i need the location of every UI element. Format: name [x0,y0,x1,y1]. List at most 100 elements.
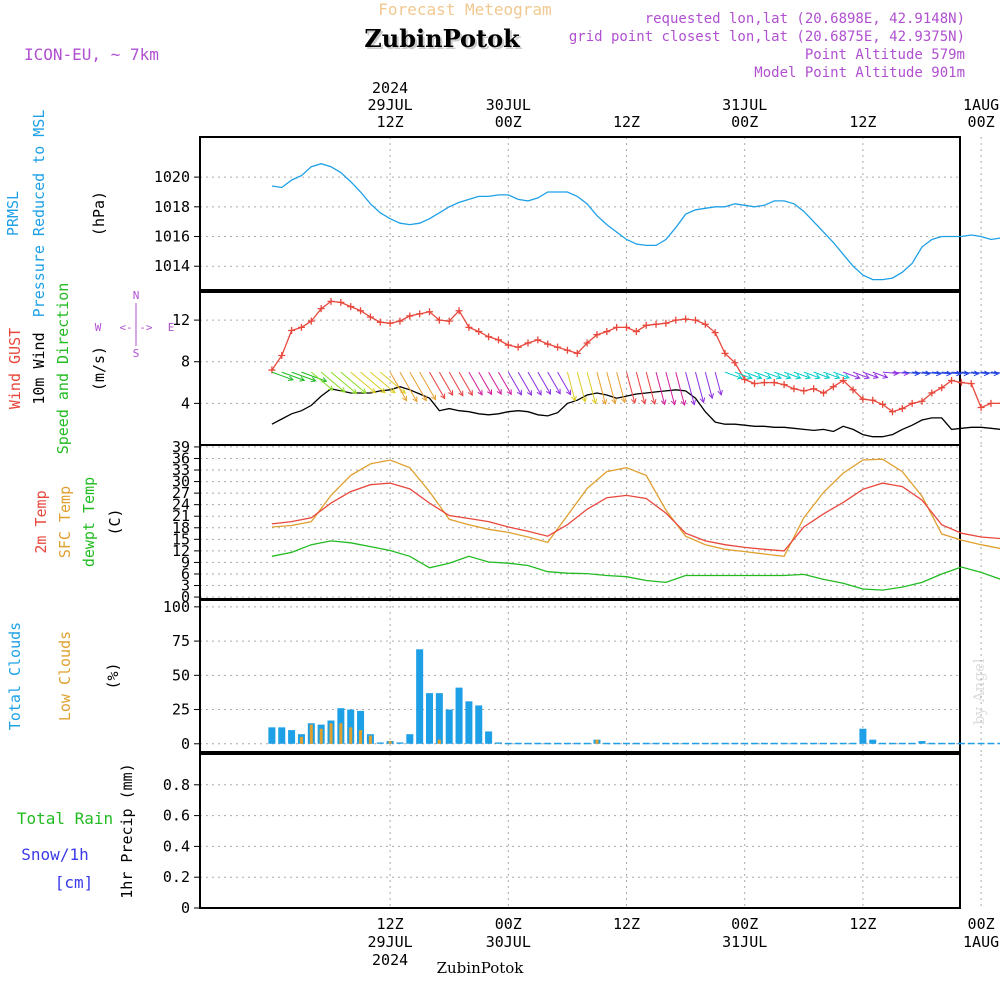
wind-arrow-head [925,370,931,377]
gust-point [366,313,374,321]
y-tick-label: 1020 [154,168,190,186]
gust-point [849,386,857,394]
wind-arrow [665,372,676,405]
wind-arrow-head [360,388,367,394]
wind-arrow [734,371,752,379]
wind-arrow [586,372,596,404]
pressure-line [271,163,1000,281]
wind-arrow-head [963,370,970,377]
total-cloud-bar [524,742,532,745]
precip-axis-label: 1hr Precip (mm) [118,763,136,898]
y-tick-label: 0 [181,588,190,606]
pressure-frame [199,136,961,291]
total-cloud-bar [435,693,443,744]
wind-arrow-head [785,374,792,380]
wind-arrow-head [993,370,1000,377]
wind-arrow-head [536,389,542,396]
gust-point [928,389,936,397]
total-cloud-bar [682,742,690,745]
total-cloud-bar [948,742,956,745]
wind-arrow-head [327,385,334,391]
wind-arrow [488,371,502,395]
gust-point [908,399,916,407]
wind-arrow [291,371,316,382]
snow-unit-label: [cm] [55,873,94,892]
requested-coords: requested lon,lat (20.6898E, 42.9148N) [645,11,965,27]
total-cloud-bar [357,710,365,744]
total-cloud-bar [879,742,887,745]
total-cloud-bar [790,742,798,745]
total-cloud-bar [957,742,965,745]
wind-arrow [912,371,930,375]
wind-arrow-head [506,389,512,396]
wind-arrow-head [496,389,502,395]
total-cloud-bar [751,742,759,745]
top-time-label: 12Z [849,113,876,131]
wind-arrow [527,371,542,396]
y-tick-label: 0 [181,899,190,917]
top-time-label: 31JUL [722,96,767,114]
wind-arrow-head [893,370,900,376]
wind-arrow [764,371,782,379]
total-cloud-bar [918,741,926,744]
gust-point [613,323,621,331]
wind-arrow [724,371,743,379]
y-tick-label: 12 [172,311,190,329]
wind-arrow-head [708,393,714,400]
bottom-time-label: 12Z [849,915,876,933]
wind-arrow-head [670,399,677,406]
gust-point [514,343,522,351]
wind-axis-label: Speed and Direction [54,283,72,455]
bottom-time-label: 00Z [968,915,995,933]
total-cloud-bar [898,742,906,745]
total-cloud-bar [721,742,729,745]
total-cloud-bar [662,742,670,745]
top-time-label: 2024 [372,79,408,97]
wind-arrow-head [611,398,617,405]
wind-arrow-head [699,397,706,404]
total-cloud-bar [691,742,699,745]
wind-arrow [635,372,646,404]
gust-point [416,310,424,318]
total-cloud-bar [445,709,453,744]
total-cloud-bar [583,742,591,745]
pressure-axis-label: (hPa) [90,191,108,236]
total-cloud-bar [544,742,552,745]
compass-west: W [95,321,102,334]
wind-arrow [330,371,357,394]
total-cloud-bar [810,742,818,745]
total-cloud-bar [780,742,788,745]
wind-arrow [833,371,850,379]
gust-point [544,340,552,348]
gust-point [721,349,729,357]
wind-arrow-head [864,373,871,380]
total-cloud-bar [849,742,857,745]
temp-axis-label: (C) [106,508,124,535]
total-cloud-bar [494,742,502,744]
gust-point [967,380,975,388]
wind-arrow [438,371,454,396]
gust-point [357,307,365,315]
wind-arrow [793,371,811,379]
wind-arrow-head [467,390,473,397]
gust-point [317,305,325,313]
wind-arrow [685,372,695,405]
gust-point [426,308,434,316]
wind-arrow-head [882,373,889,379]
gust-point [918,397,926,405]
wind-arrow-head [421,395,427,402]
y-tick-label: 33 [172,461,190,479]
wind-arrow [931,371,952,375]
wind-arrow-head [526,390,532,397]
low-cloud-bar [359,730,363,744]
gust-point [888,408,896,416]
gust-point [780,381,788,389]
gust-point [652,320,660,328]
total-cloud-bar [859,728,867,744]
wind-arrow [419,371,436,400]
top-time-label: 12Z [613,113,640,131]
wind-arrow-head [736,374,743,380]
bottom-time-label: 31JUL [722,933,767,951]
wind-arrow-head [581,396,587,403]
total-cloud-bar [711,742,719,745]
